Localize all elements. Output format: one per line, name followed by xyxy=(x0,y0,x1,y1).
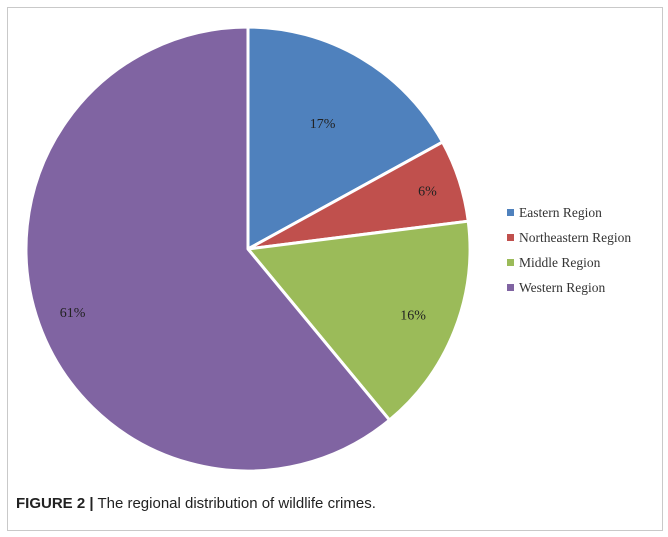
pie-slice-western-region xyxy=(24,25,392,473)
legend-swatch-eastern-region xyxy=(507,209,514,216)
legend-swatch-middle-region xyxy=(507,259,514,266)
pie-slice-eastern-region xyxy=(246,25,445,251)
pie-slice-labels: 17% 6% 16% 61% xyxy=(60,117,437,323)
legend-label-eastern-region: Eastern Region xyxy=(519,205,602,220)
legend-label-middle-region: Middle Region xyxy=(519,255,601,270)
chart-legend: Eastern Region Northeastern Region Middle … xyxy=(507,205,631,295)
slice-label-western-region: 61% xyxy=(60,306,86,321)
figure-caption: FIGURE 2 | The regional distribution of … xyxy=(16,495,376,512)
slice-label-middle-region: 16% xyxy=(400,308,426,323)
legend-label-northeastern-region: Northeastern Region xyxy=(519,230,631,245)
figure-caption-label: FIGURE 2 | xyxy=(16,495,94,512)
figure-caption-text: The regional distribution of wildlife cr… xyxy=(93,495,376,512)
legend-swatch-western-region xyxy=(507,284,514,291)
slice-label-eastern-region: 17% xyxy=(310,117,336,132)
legend-label-western-region: Western Region xyxy=(519,280,606,295)
legend-swatch-northeastern-region xyxy=(507,234,514,241)
slice-label-northeastern-region: 6% xyxy=(418,185,437,200)
pie-slice-middle-region xyxy=(246,219,472,422)
pie-slices xyxy=(24,25,472,473)
